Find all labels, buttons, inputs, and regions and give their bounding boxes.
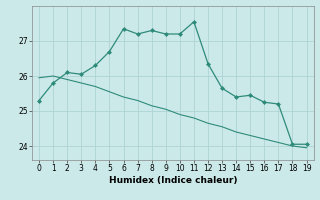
X-axis label: Humidex (Indice chaleur): Humidex (Indice chaleur)	[108, 176, 237, 185]
